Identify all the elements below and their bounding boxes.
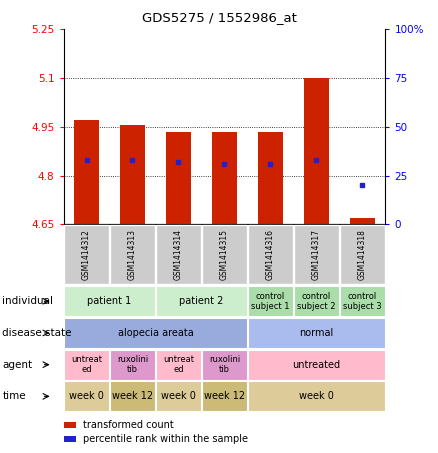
Text: GSM1414318: GSM1414318	[358, 229, 367, 280]
Bar	[212, 132, 237, 224]
FancyBboxPatch shape	[64, 350, 109, 380]
Text: week 12: week 12	[204, 391, 245, 401]
Text: control
subject 3: control subject 3	[343, 292, 382, 311]
Text: ruxolini
tib: ruxolini tib	[117, 355, 148, 374]
FancyBboxPatch shape	[202, 226, 247, 284]
FancyBboxPatch shape	[340, 286, 385, 316]
Text: percentile rank within the sample: percentile rank within the sample	[83, 434, 248, 444]
FancyBboxPatch shape	[248, 226, 293, 284]
Text: untreated: untreated	[293, 360, 340, 370]
FancyBboxPatch shape	[202, 381, 247, 411]
Text: agent: agent	[2, 360, 32, 370]
Bar	[74, 120, 99, 224]
FancyBboxPatch shape	[294, 226, 339, 284]
FancyBboxPatch shape	[156, 350, 201, 380]
Text: week 0: week 0	[69, 391, 104, 401]
Text: transformed count: transformed count	[83, 419, 173, 430]
Text: individual: individual	[2, 296, 53, 306]
FancyBboxPatch shape	[156, 286, 247, 316]
FancyBboxPatch shape	[294, 286, 339, 316]
Bar	[120, 125, 145, 224]
Bar	[166, 132, 191, 224]
FancyBboxPatch shape	[110, 226, 155, 284]
Text: GSM1414312: GSM1414312	[82, 229, 91, 280]
Text: alopecia areata: alopecia areata	[118, 328, 193, 338]
FancyBboxPatch shape	[64, 226, 109, 284]
Text: disease state: disease state	[2, 328, 72, 338]
FancyBboxPatch shape	[156, 381, 201, 411]
Text: ruxolini
tib: ruxolini tib	[209, 355, 240, 374]
FancyBboxPatch shape	[156, 226, 201, 284]
Bar	[64, 421, 76, 428]
Text: patient 2: patient 2	[179, 296, 224, 306]
Text: GSM1414313: GSM1414313	[128, 229, 137, 280]
FancyBboxPatch shape	[248, 318, 385, 348]
FancyBboxPatch shape	[110, 381, 155, 411]
Text: week 0: week 0	[161, 391, 196, 401]
FancyBboxPatch shape	[340, 226, 385, 284]
Bar	[258, 132, 283, 224]
FancyBboxPatch shape	[248, 286, 293, 316]
Bar	[64, 436, 76, 442]
FancyBboxPatch shape	[64, 381, 109, 411]
Text: week 0: week 0	[299, 391, 334, 401]
Text: untreat
ed: untreat ed	[163, 355, 194, 374]
Text: time: time	[2, 391, 26, 401]
Text: untreat
ed: untreat ed	[71, 355, 102, 374]
Text: GSM1414315: GSM1414315	[220, 229, 229, 280]
Text: patient 1: patient 1	[87, 296, 132, 306]
Text: GSM1414317: GSM1414317	[312, 229, 321, 280]
Bar	[350, 218, 375, 224]
FancyBboxPatch shape	[110, 350, 155, 380]
FancyBboxPatch shape	[248, 350, 385, 380]
Text: GSM1414316: GSM1414316	[266, 229, 275, 280]
FancyBboxPatch shape	[64, 318, 247, 348]
FancyBboxPatch shape	[64, 286, 155, 316]
FancyBboxPatch shape	[202, 350, 247, 380]
Text: week 12: week 12	[112, 391, 153, 401]
Text: control
subject 1: control subject 1	[251, 292, 290, 311]
FancyBboxPatch shape	[248, 381, 385, 411]
Text: GDS5275 / 1552986_at: GDS5275 / 1552986_at	[141, 11, 297, 24]
Text: GSM1414314: GSM1414314	[174, 229, 183, 280]
Text: control
subject 2: control subject 2	[297, 292, 336, 311]
Bar	[304, 78, 329, 224]
Text: normal: normal	[299, 328, 334, 338]
